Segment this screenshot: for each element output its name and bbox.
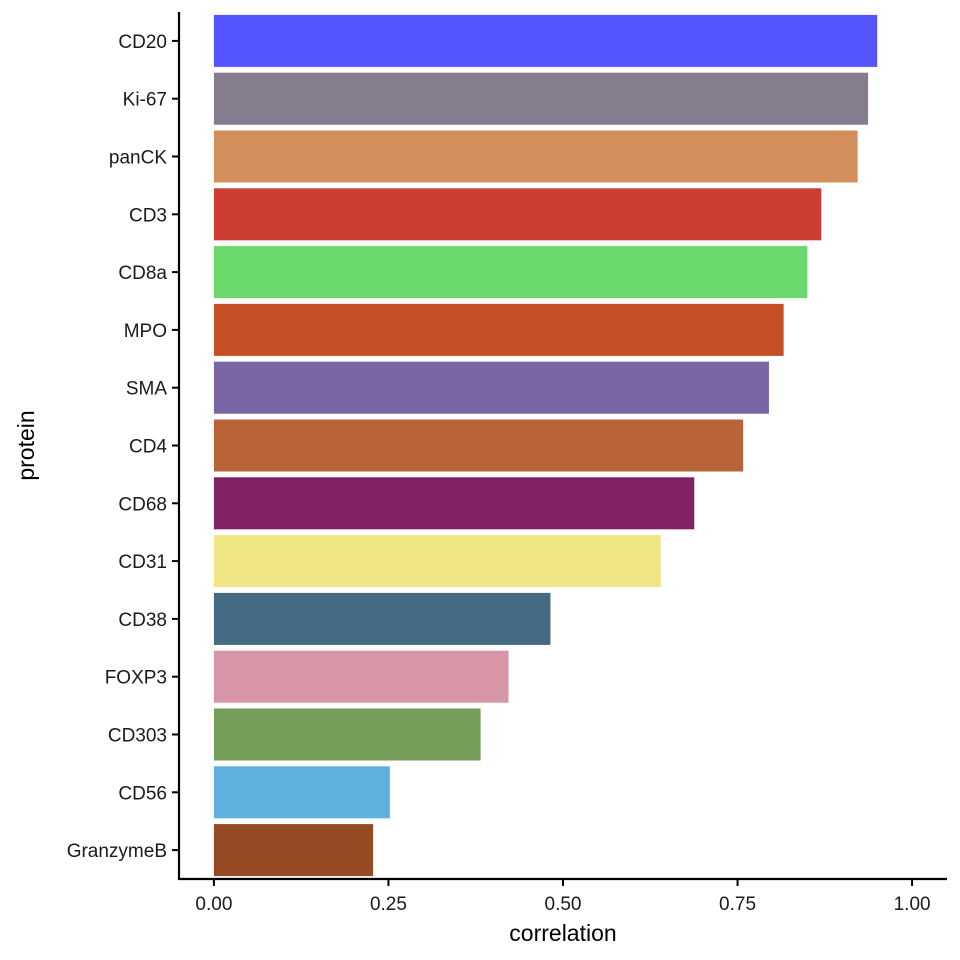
bar-cd68 [213, 477, 695, 530]
bar-cd4 [213, 419, 744, 472]
x-tick-label: 0.50 [545, 894, 582, 915]
x-tick-label: 0.00 [195, 894, 232, 915]
bar-cd3 [213, 188, 822, 241]
y-tick-label: CD8a [118, 263, 167, 284]
y-tick-label: CD31 [118, 552, 167, 573]
y-axis-title: protein [13, 410, 39, 480]
bar-panck [213, 130, 858, 183]
bar-cd8a [213, 246, 808, 299]
y-tick-label: CD68 [118, 494, 167, 515]
x-tick-label: 0.75 [719, 894, 756, 915]
y-tick-label: CD56 [118, 783, 167, 804]
y-tick-label: panCK [109, 148, 167, 169]
bar-foxp3 [213, 650, 509, 703]
y-tick-label: Ki-67 [123, 90, 167, 111]
y-tick-label: SMA [126, 379, 168, 400]
bar-cd38 [213, 592, 551, 645]
bar-cd303 [213, 708, 481, 761]
y-tick-label: FOXP3 [105, 668, 167, 689]
bars-layer [213, 14, 878, 877]
bar-sma [213, 361, 769, 414]
x-tick-label: 1.00 [894, 894, 931, 915]
bar-ki-67 [213, 72, 869, 125]
bar-cd20 [213, 14, 878, 67]
y-tick-label: CD20 [118, 32, 167, 53]
x-axis-title: correlation [509, 920, 616, 946]
y-tick-label: CD3 [129, 205, 167, 226]
x-axis-ticks: 0.00 0.25 0.50 0.75 1.00 [195, 879, 931, 915]
y-tick-label: CD303 [108, 726, 167, 747]
y-axis-ticks: CD20 Ki-67 panCK CD3 CD8a MPO SMA CD4 CD68 CD31 CD… [67, 32, 179, 862]
bar-mpo [213, 303, 784, 356]
y-tick-label: CD38 [118, 610, 167, 631]
y-tick-label: MPO [124, 321, 167, 342]
x-tick-label: 0.25 [370, 894, 407, 915]
y-tick-label: GranzymeB [67, 841, 167, 862]
y-tick-label: CD4 [129, 437, 167, 458]
bar-cd31 [213, 535, 661, 588]
bar-cd56 [213, 766, 390, 819]
bar-granzymeb [213, 824, 374, 877]
